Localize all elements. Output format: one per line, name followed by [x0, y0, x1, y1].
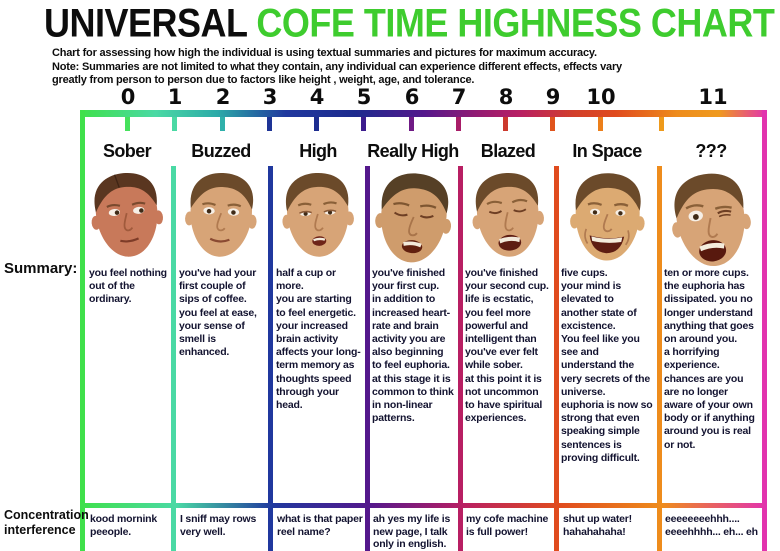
bottom-row-divider: [176, 503, 273, 508]
column-header-unknown: ???: [695, 141, 727, 161]
buzzed-face-image: [173, 164, 268, 270]
bottom-row-divider: [370, 503, 463, 508]
column-header-high: High: [299, 141, 337, 161]
bottom-row-divider: [559, 503, 662, 508]
bottom-row-divider: [273, 503, 370, 508]
summary-really-high: you've finished your first cup. in addit…: [372, 267, 454, 425]
quote-in-space: shut up water! hahahahaha!: [563, 513, 632, 538]
scale-label-11: 11: [698, 85, 728, 109]
scale-label-10: 10: [586, 85, 616, 109]
unknown-face-image: [654, 160, 769, 283]
column-header-really-high: Really High: [367, 141, 459, 161]
scale-tick: [659, 117, 664, 131]
summary-buzzed: you've had your first couple of sips of …: [179, 267, 257, 359]
title-cofe-time: COFE TIME HIGHNESS CHART: [246, 0, 775, 46]
quote-really-high: ah yes my life is new page, I talk only …: [373, 513, 451, 550]
subtitle-line-1: Chart for assessing how high the individ…: [52, 47, 597, 59]
highness-scale-bar: [80, 110, 767, 117]
column-border-right: [762, 110, 767, 551]
title-universal: UNIVERSAL: [44, 0, 247, 46]
quote-blazed: my cofe machine is full power!: [466, 513, 549, 538]
chart-description: Chart for assessing how high the individ…: [52, 47, 622, 88]
summary-row-label: Summary:: [4, 260, 78, 277]
concentration-label-line-1: Concentration: [4, 508, 89, 522]
blazed-face-image: [460, 163, 557, 270]
scale-label-5: 5: [356, 85, 372, 109]
scale-tick: [550, 117, 555, 131]
page-title: UNIVERSAL COFE TIME HIGHNESS CHART: [44, 0, 775, 46]
summary-high: half a cup or more. you are starting to …: [276, 267, 361, 412]
quote-buzzed: I sniff may rows very well.: [180, 513, 257, 538]
scale-tick: [314, 117, 319, 131]
scale-tick: [125, 117, 130, 131]
in-space-face-image: [558, 164, 657, 272]
high-face-image: [270, 164, 365, 270]
scale-label-6: 6: [404, 85, 420, 109]
concentration-row-label: Concentration interference: [4, 508, 89, 538]
column-border: [268, 166, 273, 551]
scale-label-1: 1: [167, 85, 183, 109]
scale-label-2: 2: [215, 85, 231, 109]
really-high-face-image: [361, 162, 467, 277]
summary-sober: you feel nothing out of the ordinary.: [89, 267, 167, 306]
scale-tick: [409, 117, 414, 131]
quote-unknown: eeeeeeeehhh.... eeeehhhh... eh... eh: [665, 513, 758, 538]
column-border: [365, 166, 370, 551]
summary-blazed: you've finished your second cup. life is…: [465, 267, 549, 425]
subtitle-line-2: Note: Summaries are not limited to what …: [52, 60, 622, 73]
column-header-blazed: Blazed: [480, 141, 536, 161]
quote-sober: kood mornink peeople.: [90, 513, 158, 538]
scale-label-4: 4: [309, 85, 325, 109]
summary-unknown: ten or more cups. the euphoria has dissi…: [664, 267, 755, 451]
column-border: [458, 166, 463, 551]
scale-tick: [456, 117, 461, 131]
subtitle-line-3: greatly from person to person due to fac…: [52, 74, 475, 86]
scale-label-8: 8: [498, 85, 514, 109]
bottom-row-divider: [463, 503, 559, 508]
sober-face-image: [78, 162, 176, 270]
scale-label-0: 0: [120, 85, 136, 109]
quote-high: what is that paper reel name?: [277, 513, 363, 538]
summary-in-space: five cups. your mind is elevated to anot…: [561, 267, 653, 464]
column-border: [554, 166, 559, 551]
bottom-row-divider: [662, 503, 767, 508]
scale-tick: [172, 117, 177, 131]
scale-label-7: 7: [451, 85, 467, 109]
scale-tick: [220, 117, 225, 131]
scale-tick: [503, 117, 508, 131]
scale-label-9: 9: [545, 85, 561, 109]
column-border: [171, 166, 176, 551]
column-border: [657, 166, 662, 551]
concentration-label-line-2: interference: [4, 523, 76, 537]
column-header-sober: Sober: [102, 141, 152, 161]
scale-tick: [598, 117, 603, 131]
bottom-row-divider: [80, 503, 176, 508]
scale-label-3: 3: [262, 85, 278, 109]
column-header-buzzed: Buzzed: [191, 141, 251, 161]
scale-tick: [267, 117, 272, 131]
scale-tick: [361, 117, 366, 131]
column-header-in-space: In Space: [572, 141, 642, 161]
column-border-left: [80, 110, 85, 551]
